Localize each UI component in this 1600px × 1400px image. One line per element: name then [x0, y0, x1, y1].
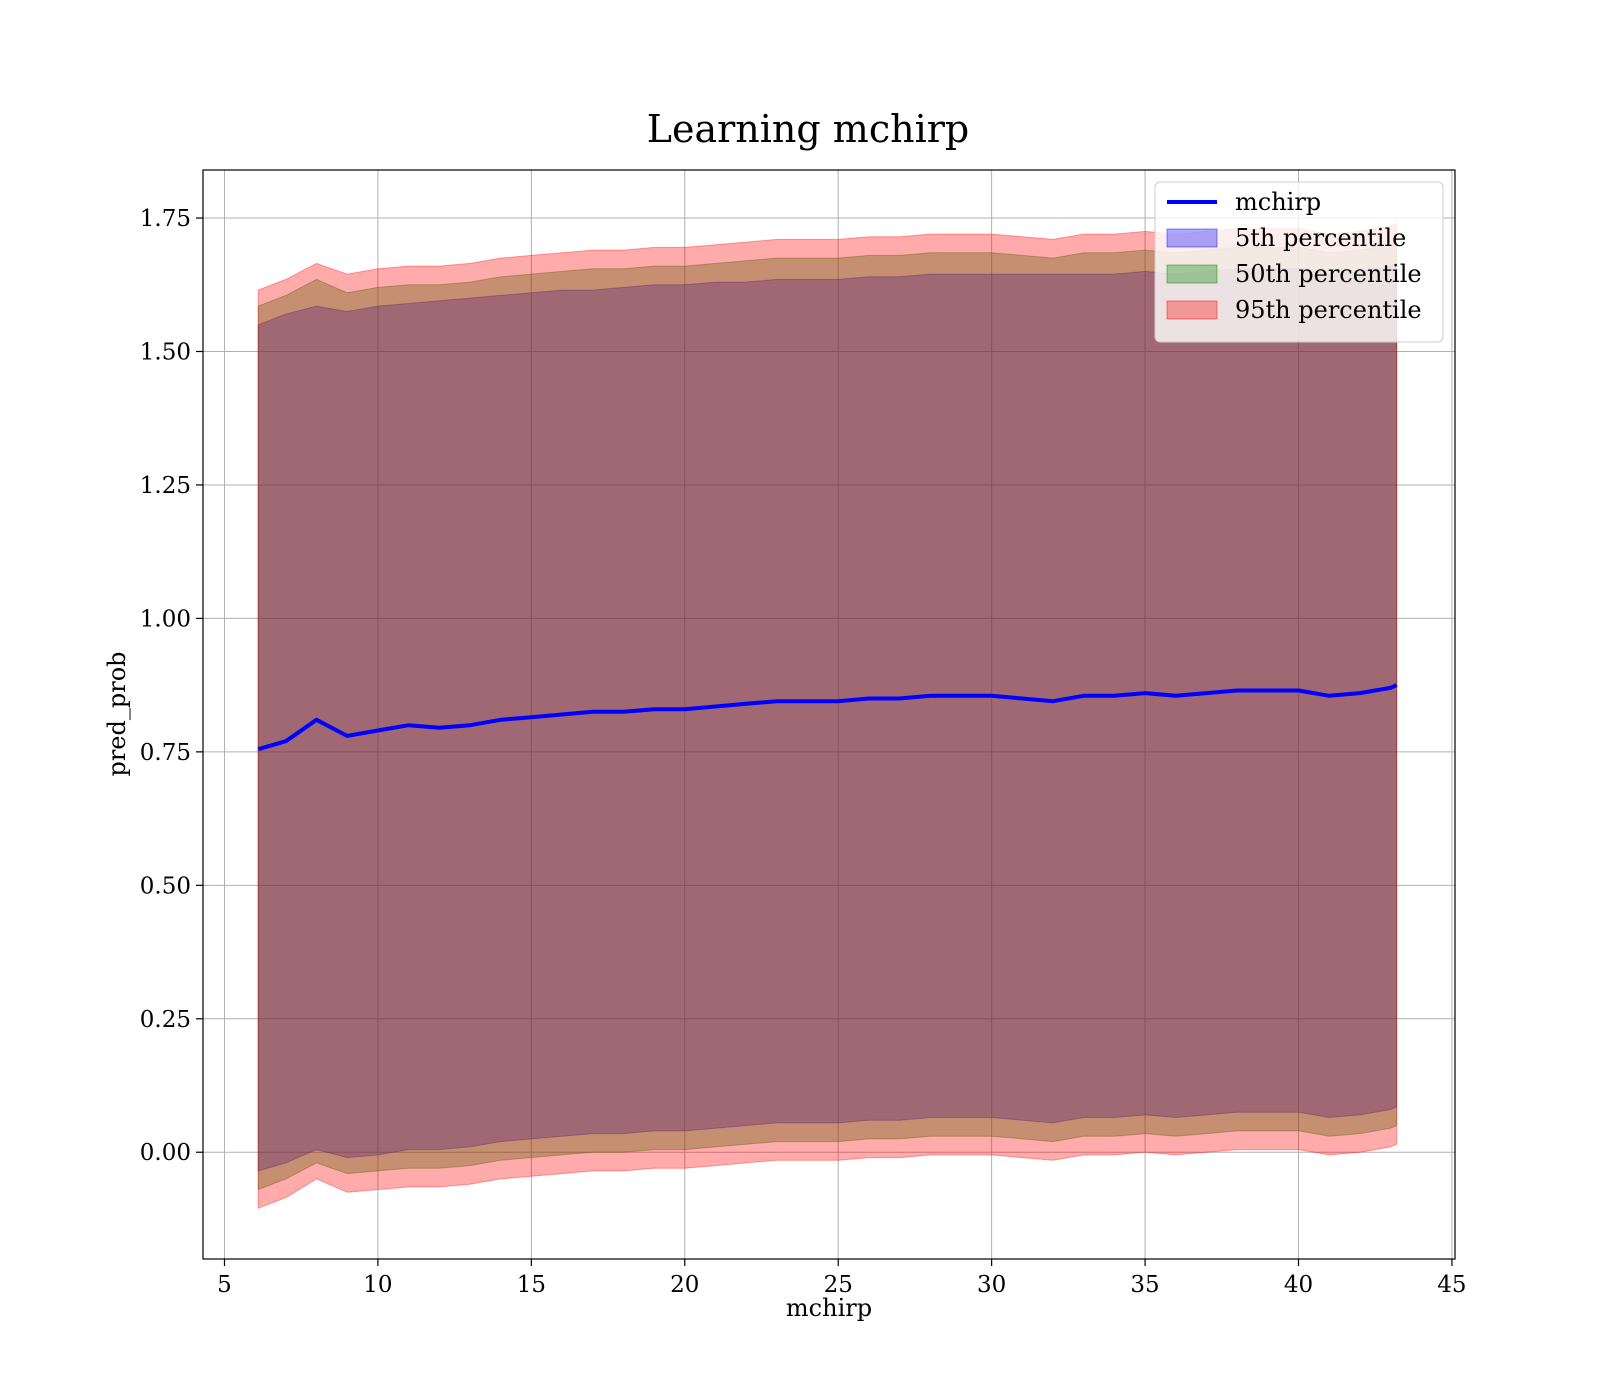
x-tick-label: 15	[517, 1272, 546, 1298]
chart-title: Learning mchirp	[647, 107, 969, 151]
legend-label-50th-percentile: 50th percentile	[1235, 260, 1422, 288]
legend-label-mchirp: mchirp	[1235, 188, 1321, 216]
x-axis-ticks: 5 10 15 20 25 30 35 40 45	[217, 1259, 1467, 1298]
y-tick-label: 1.25	[140, 473, 191, 499]
y-axis-label: pred_prob	[103, 651, 131, 776]
x-tick-label: 10	[363, 1272, 392, 1298]
plot-frame	[202, 169, 1456, 1260]
legend-label-95th-percentile: 95th percentile	[1235, 296, 1422, 324]
line-mchirp	[257, 683, 1398, 752]
band-5th-percentile	[257, 262, 1398, 1172]
band-95th-percentile	[257, 222, 1398, 1210]
x-tick-label: 30	[977, 1272, 1006, 1298]
legend-box	[1154, 181, 1444, 343]
x-tick-label: 20	[670, 1272, 699, 1298]
legend-swatch-95th-percentile	[1166, 300, 1218, 320]
x-tick-label: 5	[217, 1272, 232, 1298]
x-tick-label: 40	[1284, 1272, 1313, 1298]
x-tick-label: 25	[824, 1272, 853, 1298]
percentile-bands	[257, 222, 1398, 1210]
x-tick-label: 35	[1130, 1272, 1159, 1298]
grid	[203, 170, 1455, 1259]
legend-swatch-5th-percentile	[1166, 228, 1218, 248]
legend: mchirp 5th percentile 50th percentile 95th …	[1154, 181, 1444, 343]
y-tick-label: 1.50	[140, 340, 191, 366]
legend-swatch-50th-percentile	[1166, 264, 1218, 284]
y-tick-label: 1.75	[140, 206, 191, 232]
x-axis-label: mchirp	[786, 1294, 872, 1322]
y-tick-label: 0.50	[140, 873, 191, 899]
band-50th-percentile	[257, 241, 1398, 1191]
y-tick-label: 1.00	[140, 606, 191, 632]
series-lines	[257, 683, 1398, 752]
y-axis-ticks: 0.00 0.25 0.50 0.75 1.00 1.25 1.50 1.75	[140, 206, 203, 1166]
y-tick-label: 0.25	[140, 1007, 191, 1033]
y-tick-label: 0.00	[140, 1140, 191, 1166]
x-tick-label: 45	[1437, 1272, 1466, 1298]
y-tick-label: 0.75	[140, 740, 191, 766]
legend-label-5th-percentile: 5th percentile	[1235, 224, 1406, 252]
